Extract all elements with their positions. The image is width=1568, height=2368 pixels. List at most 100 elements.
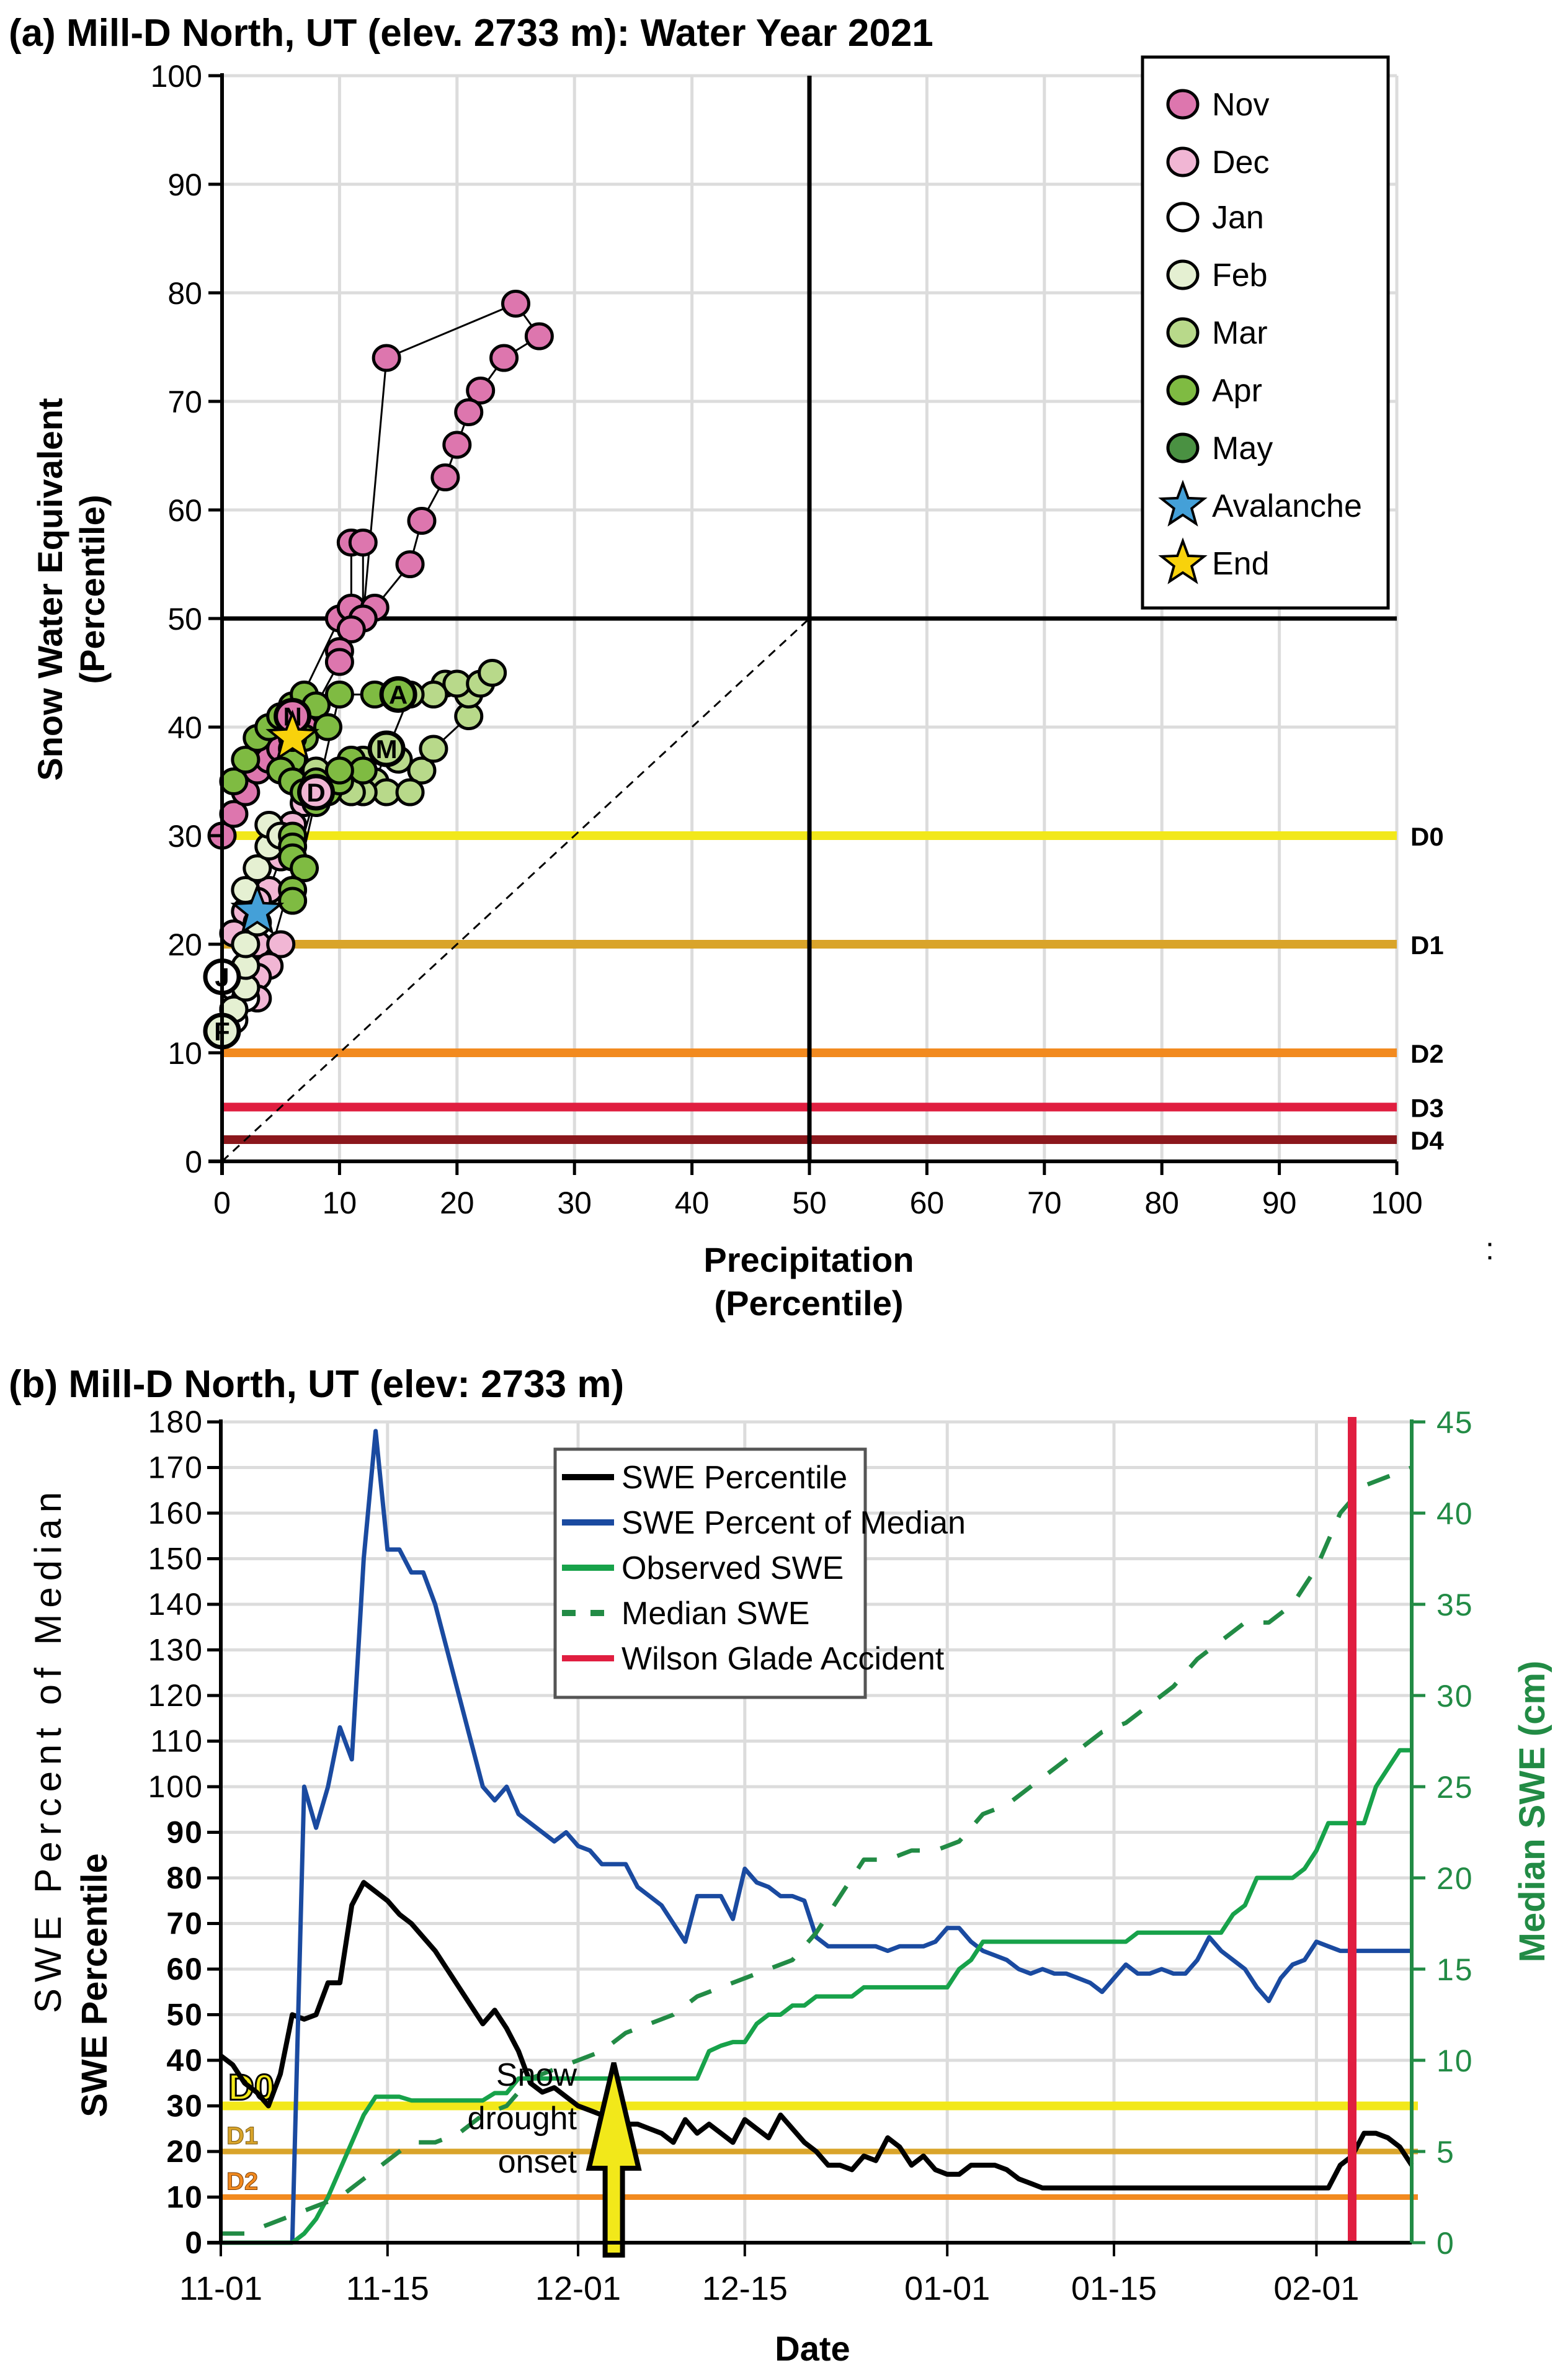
y-left-tick-label: 80 [166, 1861, 203, 1895]
y-tick-label: 60 [167, 493, 202, 528]
avalanche-star-icon [230, 883, 285, 935]
panel-b-legend: SWE Percentile SWE Percent of Median Obser… [553, 1447, 966, 1699]
x-tick-label: 02-01 [1273, 2270, 1359, 2307]
legend-label-wilson-glade-accident: Wilson Glade Accident [621, 1641, 945, 1677]
x-tick-label: 01-01 [904, 2270, 990, 2307]
series-line-observed-swe [221, 1748, 1412, 2245]
panel-a-ylabel-line1: Snow Water Equivalent [30, 398, 69, 780]
x-tick-label: 12-01 [535, 2270, 621, 2307]
y-left-tick-label: 40 [166, 2043, 203, 2078]
y-tick-label: 50 [167, 602, 202, 637]
point-nov [395, 550, 425, 578]
panel-a-drought-thresholds: D0 D1 D2 D3 D4 [222, 822, 1444, 1155]
y-left-tick-label: 70 [166, 1906, 203, 1941]
legend-label-jan: Jan [1212, 200, 1264, 236]
series-line-swe-percent-of-median [290, 1429, 1412, 2243]
y-tick-label: 20 [167, 927, 202, 962]
point-mar [395, 778, 425, 806]
legend-marker-nov [1166, 89, 1200, 120]
point-nov [442, 431, 472, 459]
point-nov [501, 290, 530, 318]
threshold-label-d3: D3 [1410, 1094, 1444, 1123]
threshold-label-d1: D1 [226, 2122, 258, 2150]
y-left-tick-label: 170 [148, 1450, 203, 1485]
y-tick-label: 10 [167, 1036, 202, 1071]
point-dec [266, 930, 296, 958]
legend-marker-jan [1166, 202, 1200, 233]
panel-b-axes: 0102030405060708090100110120130140150160… [148, 1405, 1474, 2307]
y-right-tick-label: 10 [1437, 2044, 1474, 2078]
panel-b-annotation: Snow drought onset [468, 2057, 642, 2258]
legend-marker-feb [1166, 259, 1200, 290]
panel-a-title: (a) Mill-D North, UT (elev. 2733 m): Wat… [9, 12, 933, 55]
point-nov [466, 377, 496, 404]
point-nov [454, 398, 484, 426]
y-left-tick-label: 130 [148, 1633, 203, 1668]
legend-label-feb: Feb [1212, 257, 1268, 293]
x-tick-label: 11-01 [179, 2270, 262, 2307]
stray-colon: : [1486, 1231, 1494, 1266]
x-tick-label: 30 [557, 1186, 592, 1220]
x-tick-label: 11-15 [346, 2270, 429, 2307]
month-marker-apr [379, 676, 417, 713]
month-marker-mar [367, 730, 406, 767]
legend-label-may: May [1212, 431, 1273, 467]
series-line-median-swe [221, 1465, 1413, 2236]
point-mar [407, 756, 437, 785]
point-nov [324, 648, 354, 676]
y-left-tick-label: 140 [148, 1587, 203, 1622]
point-apr [324, 681, 354, 708]
legend-label-mar: Mar [1212, 315, 1268, 351]
month-marker-label: D [306, 778, 325, 807]
y-right-tick-label: 30 [1437, 1679, 1474, 1713]
threshold-label-d2: D2 [1410, 1039, 1444, 1068]
y-right-tick-label: 15 [1437, 1952, 1474, 1987]
avalanche-star-icon [1158, 480, 1208, 527]
y-left-tick-label: 30 [166, 2089, 203, 2124]
x-tick-label: 0 [213, 1186, 231, 1220]
y-left-tick-label: 90 [166, 1815, 203, 1850]
y-tick-label: 70 [167, 385, 202, 419]
y-right-tick-label: 5 [1437, 2135, 1455, 2169]
y-left-tick-label: 0 [185, 2225, 203, 2260]
threshold-label-d2: D2 [226, 2168, 258, 2196]
x-tick-label: 40 [675, 1186, 710, 1220]
x-tick-label: 12-15 [702, 2270, 788, 2307]
y-tick-label: 0 [185, 1145, 202, 1179]
y-right-tick-label: 40 [1437, 1496, 1474, 1531]
legend-marker-dec [1166, 146, 1200, 177]
y-left-tick-label: 20 [166, 2134, 203, 2169]
point-feb [243, 854, 272, 882]
x-tick-label: 80 [1144, 1186, 1179, 1220]
y-tick-label: 100 [151, 59, 202, 94]
y-tick-label: 90 [167, 168, 202, 202]
point-apr [278, 887, 308, 915]
point-mar [419, 735, 448, 763]
legend-label-nov: Nov [1212, 87, 1269, 123]
legend-label-median-swe: Median SWE [621, 1596, 809, 1632]
point-nov [407, 507, 437, 535]
point-mar [478, 659, 507, 687]
panel-a-axes: 0 10 20 30 40 50 60 70 80 90 100 0 10 20 30 40 50 60 70 80 9… [151, 59, 1423, 1220]
panel-b-title: (b) Mill-D North, UT (elev: 2733 m) [9, 1363, 624, 1406]
threshold-label-d1: D1 [1410, 931, 1444, 960]
point-apr [324, 756, 354, 785]
legend-label-swe-percentile: SWE Percentile [621, 1460, 847, 1496]
y-right-tick-label: 25 [1437, 1770, 1474, 1805]
legend-label-dec: Dec [1212, 145, 1269, 181]
point-apr [231, 746, 261, 774]
panel-b-ylabel-percentile: SWE Percentile [74, 1853, 115, 2117]
x-tick-label: 100 [1371, 1186, 1422, 1220]
panel-a-legend: Nov Dec Jan Feb Mar Apr May Avalanche End [1141, 55, 1390, 610]
legend-label-avalanche: Avalanche [1212, 488, 1362, 524]
point-nov [489, 344, 519, 372]
x-tick-label: 70 [1027, 1186, 1062, 1220]
y-tick-label: 80 [167, 276, 202, 311]
panel-a-xlabel-line2: (Percentile) [715, 1284, 904, 1323]
threshold-label-d0: D0 [1410, 822, 1444, 851]
y-right-tick-label: 20 [1437, 1861, 1474, 1896]
panel-a-ylabel-line2: (Percentile) [73, 495, 112, 684]
legend-label-swe-percent-of-median: SWE Percent of Median [621, 1505, 966, 1541]
